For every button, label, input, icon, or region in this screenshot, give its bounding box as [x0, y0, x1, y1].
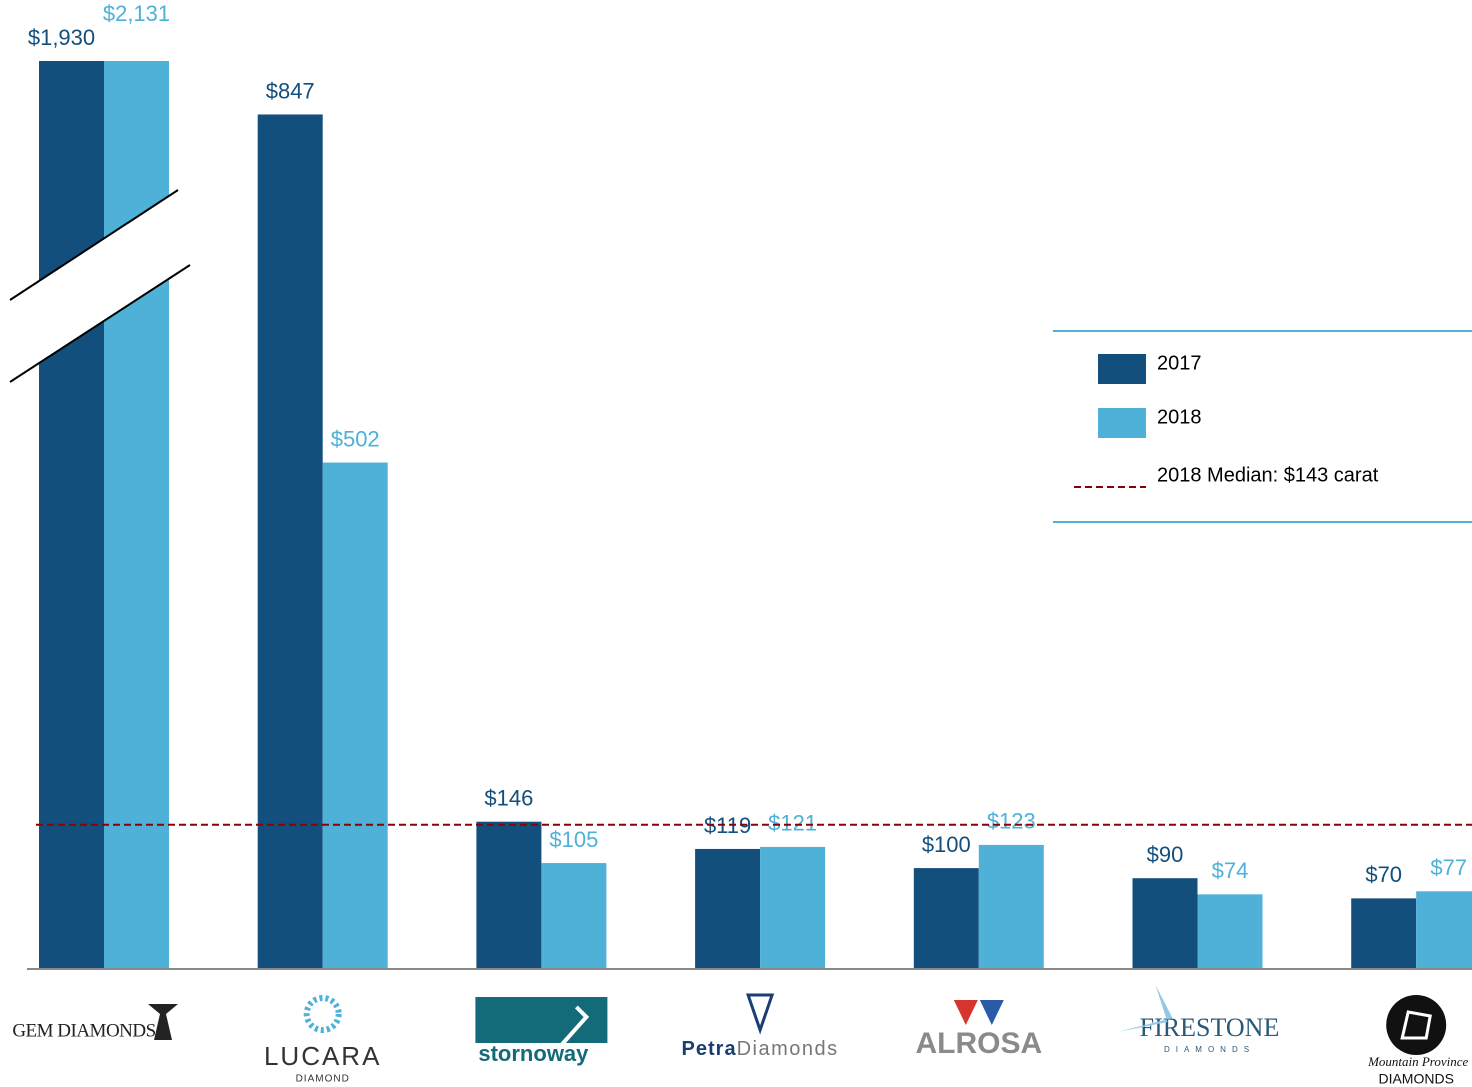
data-label: $90: [1147, 842, 1184, 867]
legend-swatch: [1098, 408, 1146, 438]
data-label: $502: [331, 426, 380, 451]
data-label: $105: [549, 827, 598, 852]
bar: [695, 848, 761, 969]
data-label: $2,131: [103, 1, 170, 26]
category-label: Mountain Province: [1367, 1054, 1468, 1069]
bar: [1132, 878, 1198, 969]
data-label: $146: [484, 786, 533, 811]
logo-icon: [148, 1004, 178, 1040]
data-label: $77: [1430, 855, 1467, 880]
data-label: $70: [1365, 862, 1402, 887]
bar: [978, 844, 1044, 969]
data-label: $847: [266, 78, 315, 103]
category-label: DIAMOND: [296, 1074, 350, 1085]
data-label: $1,930: [28, 25, 95, 50]
axis-break-line: [9, 189, 179, 301]
category-label: stornoway: [478, 1041, 589, 1066]
axis-break: [10, 190, 190, 382]
bar: [541, 863, 607, 969]
legend-label: 2018 Median: $143 carat: [1157, 464, 1379, 486]
category-label: PetraDiamonds: [682, 1038, 839, 1060]
bar: [104, 61, 169, 969]
logo-icon: [1386, 995, 1447, 1055]
data-label: $123: [987, 809, 1036, 834]
category-label: GEM DIAMONDS: [12, 1020, 155, 1041]
legend-label: 2018: [1157, 406, 1202, 428]
bar: [913, 868, 979, 969]
bar: [322, 462, 388, 969]
data-label: $121: [768, 811, 817, 836]
legend-label: 2017: [1157, 352, 1202, 374]
logo-box: [475, 997, 608, 1043]
category-label: DIAMONDS: [1164, 1045, 1255, 1054]
logo-icon: [979, 1000, 1004, 1025]
logo-icon: [559, 1005, 590, 1047]
bar: [39, 61, 104, 969]
axis-break-line: [9, 264, 191, 383]
bar: [476, 821, 542, 969]
category-label: FIRESTONE: [1140, 1013, 1280, 1042]
logo-icon: [303, 995, 342, 1033]
legend-swatch: [1098, 354, 1146, 384]
logo-icon: [1400, 1010, 1432, 1040]
bar: [257, 114, 323, 969]
bar: [1197, 894, 1263, 969]
bar: [760, 846, 826, 969]
bar: [1416, 891, 1472, 969]
category-label: DIAMONDS: [1378, 1071, 1453, 1087]
logo-icon: [746, 993, 775, 1035]
bar: [1351, 898, 1417, 969]
category-label: Petra: [682, 1038, 737, 1060]
logo-icon: [953, 1000, 978, 1025]
category-label: LUCARA: [264, 1041, 381, 1071]
category-label: ALROSA: [915, 1027, 1042, 1060]
data-label: $74: [1212, 858, 1249, 883]
category-label: Diamonds: [737, 1038, 839, 1060]
data-label: $100: [922, 832, 971, 857]
